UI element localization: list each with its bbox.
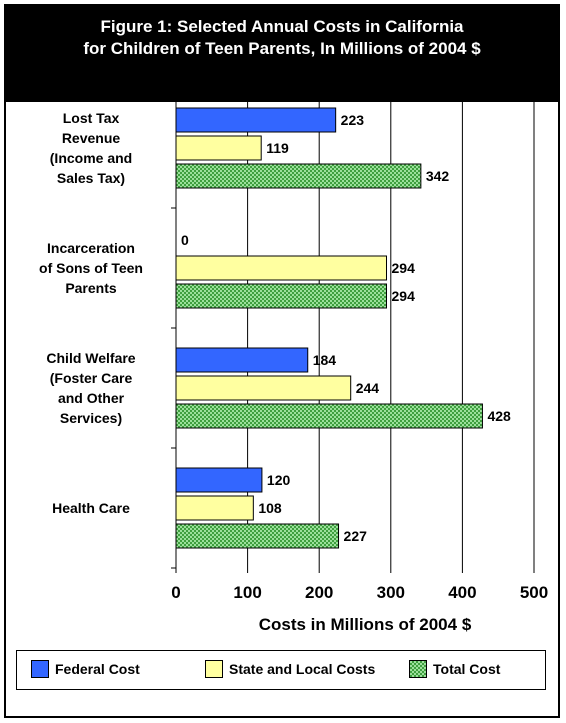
value-label-state-local: 119 [266,140,289,156]
category-label: (Foster Care [50,370,133,386]
category-label: Health Care [52,500,130,516]
legend-swatch-state-local [205,660,223,678]
bar-total [175,403,483,429]
value-label-federal: 0 [181,232,189,248]
bar-total [175,283,388,309]
category-label: Lost Tax [63,110,120,126]
category-label: and Other [58,390,125,406]
value-label-state-local: 108 [258,500,282,516]
value-label-total: 227 [344,528,368,544]
x-tick-label: 400 [448,583,476,602]
x-tick-label: 200 [305,583,333,602]
category-label: Parents [65,280,117,296]
bar-federal [175,467,263,493]
figure-frame: Figure 1: Selected Annual Costs in Calif… [4,4,560,718]
category-label: Sales Tax) [57,170,125,186]
value-label-total: 342 [426,168,450,184]
category-label: (Income and [50,150,132,166]
x-tick-label: 100 [233,583,261,602]
category-label: Revenue [62,130,121,146]
legend-item-state-local: State and Local Costs [205,659,375,679]
legend-swatch-federal [31,660,49,678]
legend-label-total: Total Cost [433,661,501,677]
bar-federal [175,347,309,373]
bar-federal [175,107,337,133]
bar-state-local [175,495,254,521]
bar-state-local [175,375,352,401]
category-label: Services) [60,410,122,426]
category-label: Incarceration [47,240,135,256]
legend-label-state-local: State and Local Costs [229,661,376,677]
title-line-1: Figure 1: Selected Annual Costs in Calif… [100,17,464,36]
value-label-total: 428 [487,408,511,424]
bar-total [175,163,422,189]
x-tick-label: 300 [377,583,405,602]
category-label: of Sons of Teen [39,260,143,276]
legend-label-federal: Federal Cost [55,661,140,677]
bar-total [175,523,340,549]
legend: Federal Cost State and Local Costs Total… [16,650,546,690]
legend-item-total: Total Cost [409,659,500,679]
bar-state-local [175,135,262,161]
x-axis-label: Costs in Millions of 2004 $ [259,615,472,634]
legend-item-federal: Federal Cost [31,659,140,679]
figure-title: Figure 1: Selected Annual Costs in Calif… [6,6,558,102]
title-line-2: for Children of Teen Parents, In Million… [83,39,481,58]
bar-chart: 0 100 200 300 400 500 Lost Tax Revenue (Income a… [39,87,548,634]
category-label: Child Welfare [46,350,135,366]
legend-swatch-total [409,660,427,678]
value-label-state-local: 294 [392,260,416,276]
value-label-federal: 184 [313,352,337,368]
value-label-federal: 120 [267,472,291,488]
bar-state-local [175,255,388,281]
value-label-state-local: 244 [356,380,380,396]
value-label-federal: 223 [341,112,365,128]
value-label-total: 294 [392,288,416,304]
x-tick-label: 500 [520,583,548,602]
x-tick-label: 0 [171,583,180,602]
